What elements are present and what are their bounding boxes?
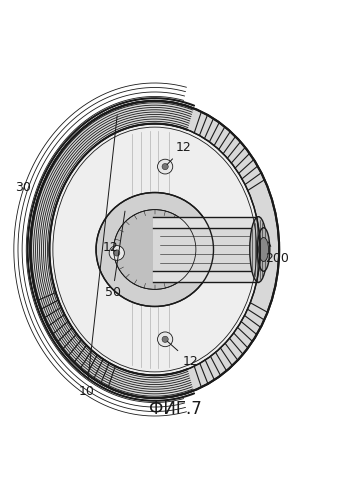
Ellipse shape bbox=[49, 124, 260, 375]
Ellipse shape bbox=[31, 101, 279, 398]
Text: 50: 50 bbox=[105, 211, 125, 299]
Ellipse shape bbox=[250, 217, 267, 282]
Ellipse shape bbox=[162, 336, 168, 342]
Ellipse shape bbox=[257, 228, 270, 271]
Text: 30: 30 bbox=[15, 181, 31, 194]
Ellipse shape bbox=[162, 164, 168, 170]
Text: 12: 12 bbox=[167, 141, 191, 165]
Ellipse shape bbox=[158, 159, 173, 174]
Text: 200: 200 bbox=[265, 242, 289, 264]
Polygon shape bbox=[153, 228, 264, 271]
Polygon shape bbox=[153, 217, 258, 282]
Ellipse shape bbox=[259, 238, 269, 261]
Text: ФИГ.7: ФИГ.7 bbox=[149, 400, 202, 418]
Text: 12: 12 bbox=[103, 242, 119, 254]
Ellipse shape bbox=[49, 124, 260, 375]
Text: 10: 10 bbox=[79, 116, 117, 398]
Ellipse shape bbox=[109, 246, 124, 260]
Ellipse shape bbox=[114, 250, 120, 256]
Ellipse shape bbox=[96, 193, 213, 306]
Ellipse shape bbox=[53, 127, 257, 372]
Ellipse shape bbox=[114, 210, 196, 289]
Text: 12: 12 bbox=[167, 341, 198, 368]
Ellipse shape bbox=[158, 332, 173, 347]
